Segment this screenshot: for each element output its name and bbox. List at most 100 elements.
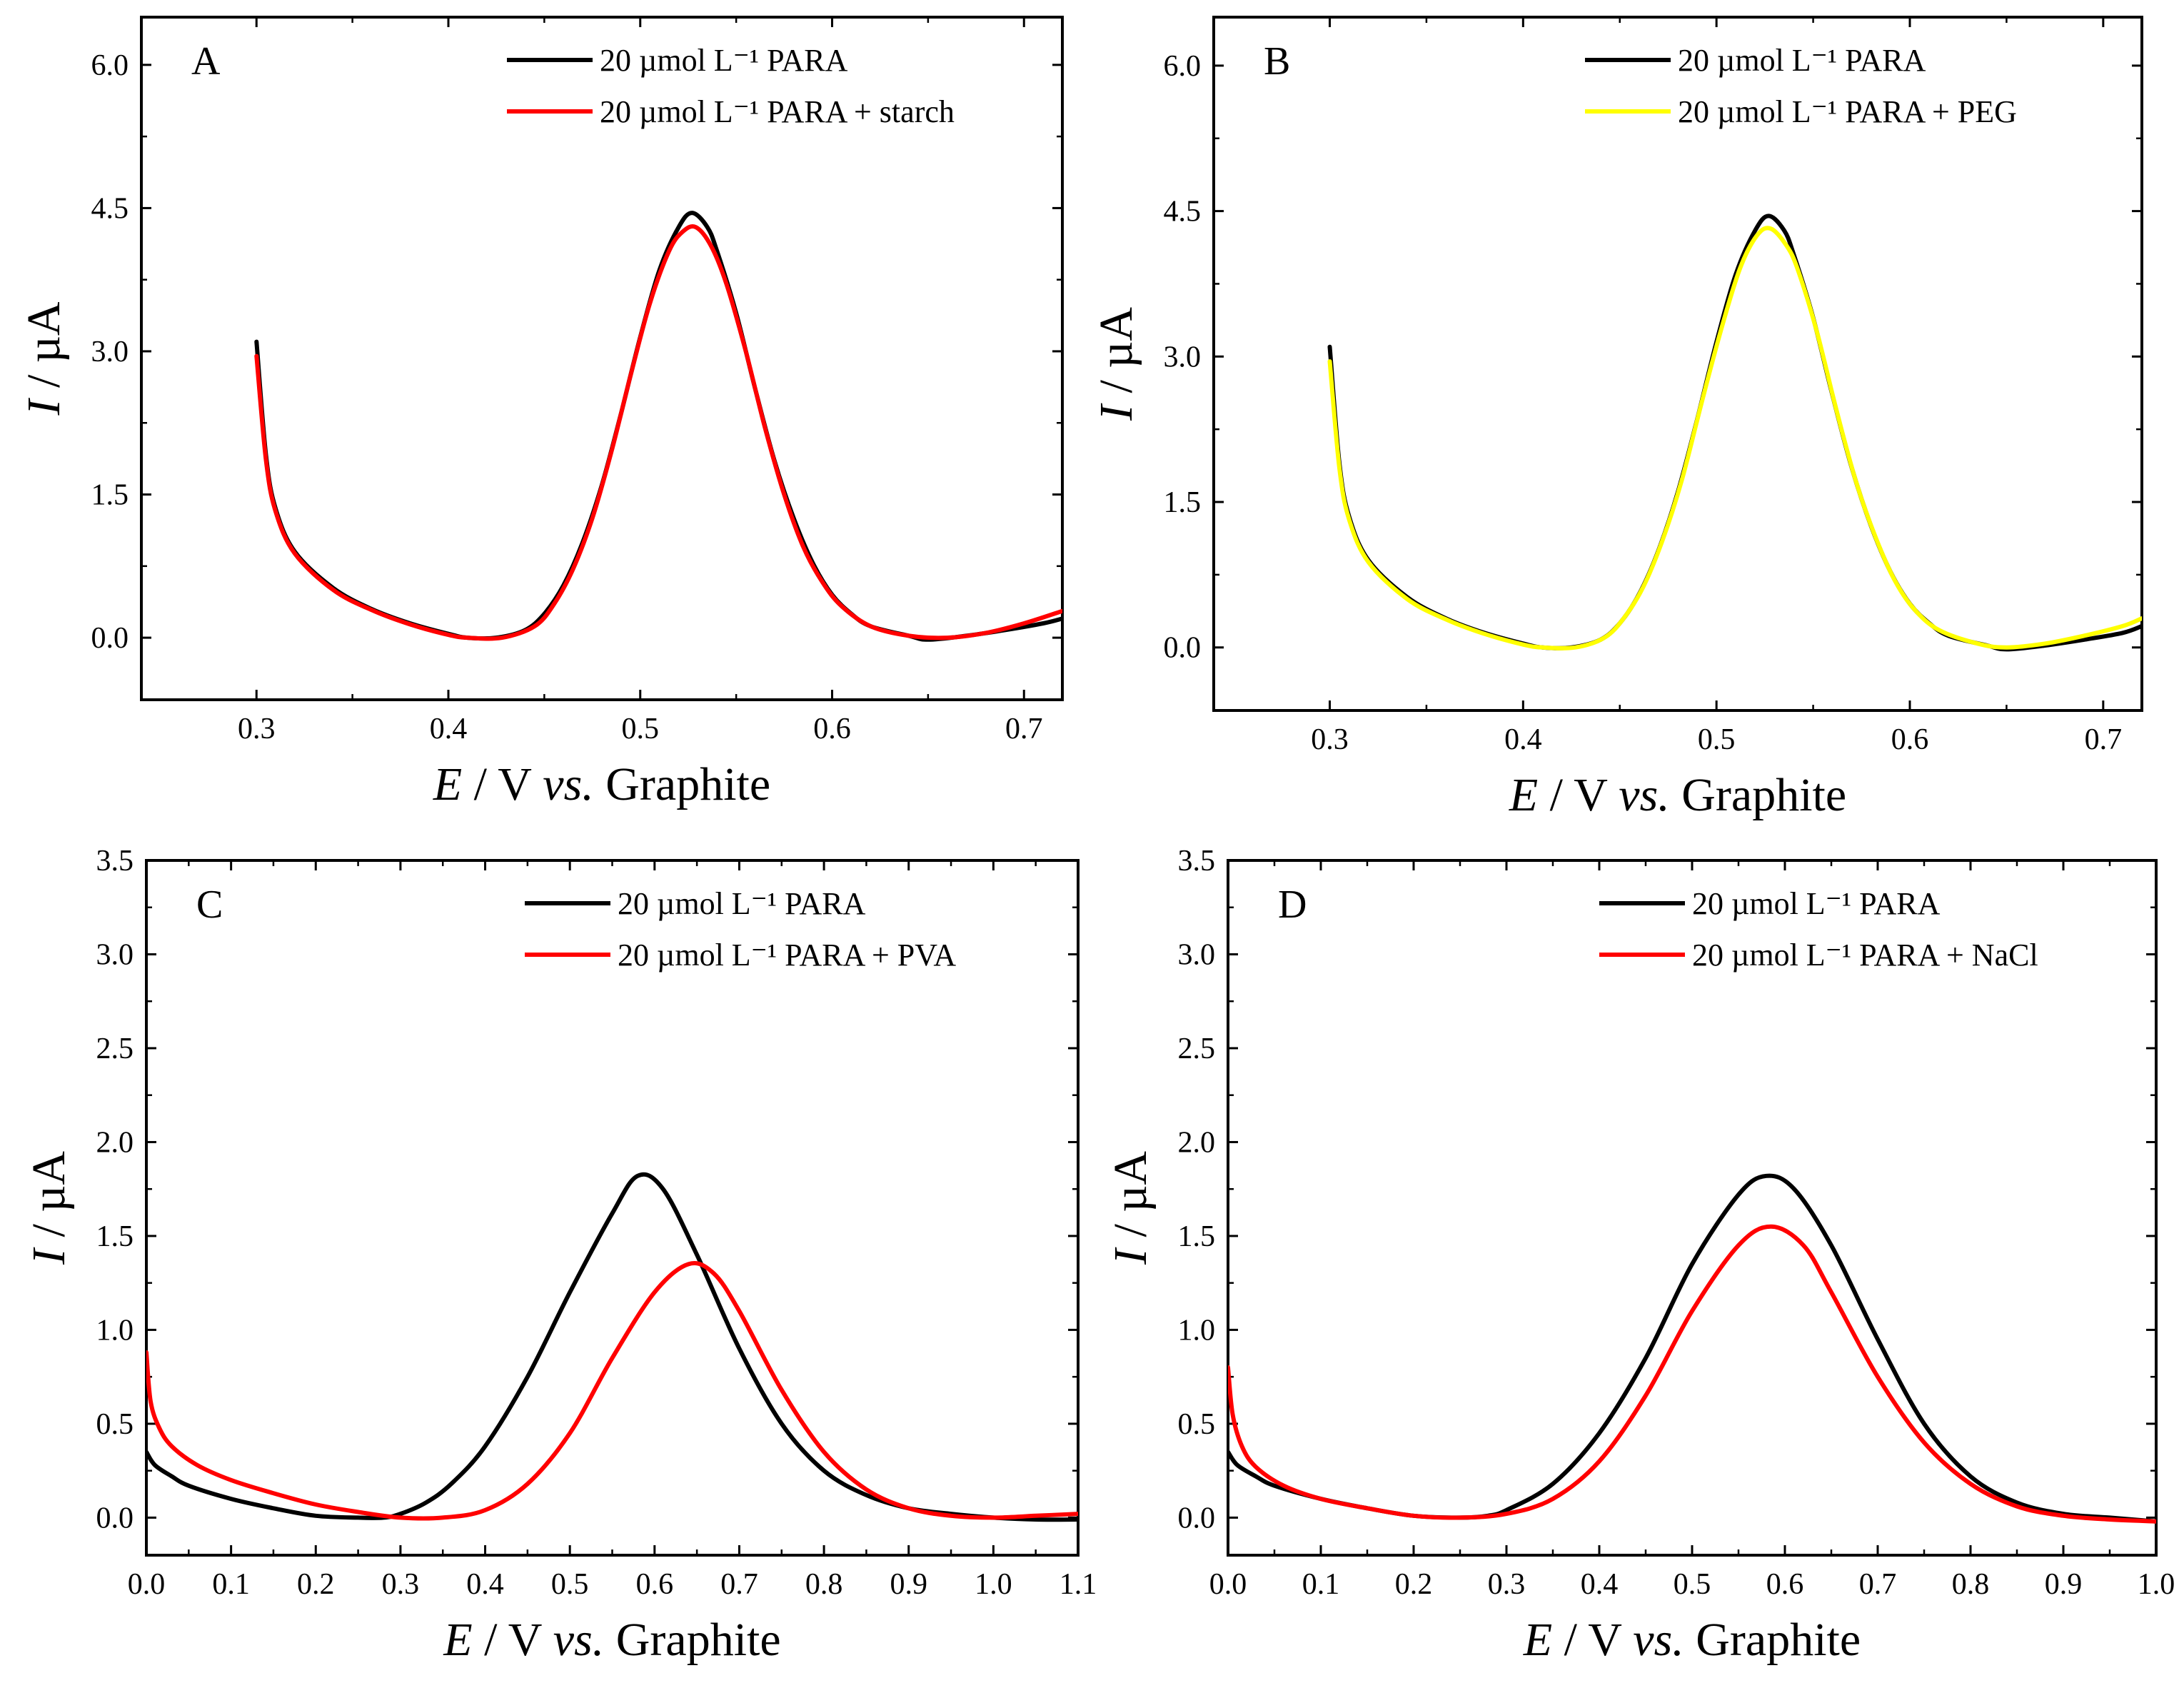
- x-axis-variable: E: [443, 1614, 472, 1666]
- x-tick-label: 0.9: [2045, 1568, 2083, 1601]
- plot-frame: [1212, 16, 2143, 712]
- y-tick-label: 6.0: [1164, 50, 1202, 83]
- x-axis-unit: / V: [1538, 769, 1619, 821]
- x-tick-label: 0.5: [1698, 723, 1736, 756]
- y-tick-label: 2.5: [96, 1033, 134, 1065]
- y-axis-label: I / µA: [23, 1151, 75, 1265]
- x-tick-label: 0.8: [805, 1568, 843, 1601]
- x-tick-label: 0.3: [1488, 1568, 1526, 1601]
- series-line-2: [1327, 226, 2142, 650]
- x-tick-label: 0.1: [1302, 1568, 1340, 1601]
- y-axis-unit: / µA: [18, 301, 70, 399]
- y-axis-unit: / µA: [23, 1151, 75, 1249]
- y-tick-label: 0.0: [96, 1502, 134, 1534]
- y-tick-label: 0.0: [1164, 632, 1202, 665]
- y-tick-label: 3.0: [91, 336, 129, 368]
- x-tick-label: 0.6: [636, 1568, 674, 1601]
- y-axis-variable: I: [1090, 403, 1142, 421]
- x-tick-label: 0.3: [382, 1568, 420, 1601]
- x-tick-label: 0.4: [466, 1568, 504, 1601]
- y-axis-label: I / µA: [1104, 1151, 1157, 1265]
- x-tick-label: 1.0: [2138, 1568, 2175, 1601]
- y-tick-label: 2.0: [96, 1126, 134, 1159]
- x-tick-label: 0.7: [720, 1568, 758, 1601]
- x-axis-reference: Graphite: [594, 758, 770, 810]
- y-tick-label: 1.0: [96, 1314, 134, 1347]
- y-axis-label: I / µA: [1090, 307, 1142, 421]
- plot-frame: [140, 16, 1064, 701]
- x-axis-vs: vs.: [553, 1614, 604, 1666]
- x-axis-label: E / V vs. Graphite: [1523, 1614, 1861, 1666]
- x-tick-label: 0.7: [1005, 713, 1043, 745]
- y-tick-label: 3.5: [1178, 845, 1216, 878]
- x-tick-label: 0.5: [622, 713, 660, 745]
- panel-d: 0.0 0.1 0.2 0.3 0.4 0.5 0.6 0.7 0.8 0.9 1.0 0.0 0.5 1…: [1104, 845, 2175, 1666]
- series-line-2: [146, 1261, 1078, 1521]
- legend: 20 µmol L⁻¹ PARA 20 µmol L⁻¹ PARA + PEG: [1585, 43, 2017, 129]
- panel-label: D: [1278, 883, 1307, 927]
- x-axis-vs: vs.: [1619, 769, 1669, 821]
- x-tick-label: 0.2: [1395, 1568, 1433, 1601]
- y-tick-label: 3.0: [1164, 341, 1202, 373]
- y-axis-variable: I: [23, 1247, 75, 1265]
- y-tick-label: 1.5: [91, 479, 129, 512]
- x-tick-label: 0.3: [238, 713, 276, 745]
- x-axis-label: E / V vs. Graphite: [443, 1614, 780, 1666]
- x-tick-label: 0.7: [1859, 1568, 1897, 1601]
- legend: 20 µmol L⁻¹ PARA 20 µmol L⁻¹ PARA + PVA: [525, 886, 956, 973]
- y-axis-variable: I: [1104, 1247, 1157, 1265]
- panel-a: 0.3 0.4 0.5 0.6 0.7 0.0 1.5 3.0 4.5 6.0 E / V vs. …: [18, 16, 1064, 810]
- x-tick-label: 0.4: [430, 713, 468, 745]
- x-tick-label: 0.2: [297, 1568, 335, 1601]
- legend: 20 µmol L⁻¹ PARA 20 µmol L⁻¹ PARA + NaCl: [1599, 886, 2038, 973]
- y-tick-label: 0.5: [1178, 1408, 1216, 1441]
- legend-entry-1: 20 µmol L⁻¹ PARA: [618, 886, 866, 921]
- panel-label: B: [1264, 39, 1290, 84]
- x-axis-reference: Graphite: [1670, 769, 1846, 821]
- y-tick-label: 3.0: [96, 938, 134, 971]
- x-axis-vs: vs.: [543, 758, 593, 810]
- legend-entry-1: 20 µmol L⁻¹ PARA: [600, 43, 848, 78]
- y-tick-label: 2.5: [1178, 1033, 1216, 1065]
- y-tick-label: 4.5: [91, 192, 129, 225]
- legend-entry-2: 20 µmol L⁻¹ PARA + NaCl: [1692, 938, 2038, 973]
- x-tick-label: 0.6: [1891, 723, 1929, 756]
- y-axis-label: I / µA: [18, 301, 70, 416]
- x-tick-label: 0.8: [1952, 1568, 1990, 1601]
- y-axis-unit: / µA: [1104, 1151, 1157, 1249]
- series-line-1: [146, 1172, 1078, 1522]
- legend-entry-1: 20 µmol L⁻¹ PARA: [1678, 43, 1926, 78]
- legend-entry-2: 20 µmol L⁻¹ PARA + PEG: [1678, 94, 2017, 129]
- x-axis-reference: Graphite: [604, 1614, 780, 1666]
- y-tick-label: 6.0: [91, 49, 129, 82]
- x-tick-label: 0.7: [2085, 723, 2123, 756]
- x-tick-label: 0.1: [212, 1568, 250, 1601]
- panel-label: A: [191, 39, 221, 84]
- y-tick-label: 4.5: [1164, 196, 1202, 228]
- x-axis-label: E / V vs. Graphite: [1509, 769, 1846, 821]
- x-axis-unit: / V: [462, 758, 543, 810]
- panel-b: 0.3 0.4 0.5 0.6 0.7 0.0 1.5 3.0 4.5 6.0 E / V vs. …: [1090, 16, 2143, 821]
- x-tick-label: 1.0: [975, 1568, 1012, 1601]
- y-axis-unit: / µA: [1090, 307, 1142, 405]
- x-axis-reference: Graphite: [1684, 1614, 1861, 1666]
- y-axis-variable: I: [18, 398, 70, 416]
- x-tick-label: 0.5: [1674, 1568, 1711, 1601]
- legend-entry-2: 20 µmol L⁻¹ PARA + starch: [600, 94, 955, 129]
- x-axis-unit: / V: [473, 1614, 553, 1666]
- x-tick-label: 0.3: [1311, 723, 1349, 756]
- y-tick-label: 1.5: [96, 1220, 134, 1253]
- panel-label: C: [196, 883, 223, 927]
- legend-entry-2: 20 µmol L⁻¹ PARA + PVA: [618, 938, 956, 973]
- x-tick-label: 0.0: [1209, 1568, 1247, 1601]
- x-axis-variable: E: [1509, 769, 1538, 821]
- series-line-2: [254, 224, 1062, 641]
- y-tick-label: 0.0: [1178, 1502, 1216, 1534]
- y-tick-label: 1.5: [1178, 1220, 1216, 1253]
- panel-c: 0.0 0.1 0.2 0.3 0.4 0.5 0.6 0.7 0.8 0.9 1.0 1.1 0.0 0…: [23, 845, 1097, 1666]
- x-axis-unit: / V: [1552, 1614, 1633, 1666]
- x-axis-label: E / V vs. Graphite: [433, 758, 770, 810]
- x-axis-variable: E: [433, 758, 462, 810]
- y-tick-label: 3.0: [1178, 938, 1216, 971]
